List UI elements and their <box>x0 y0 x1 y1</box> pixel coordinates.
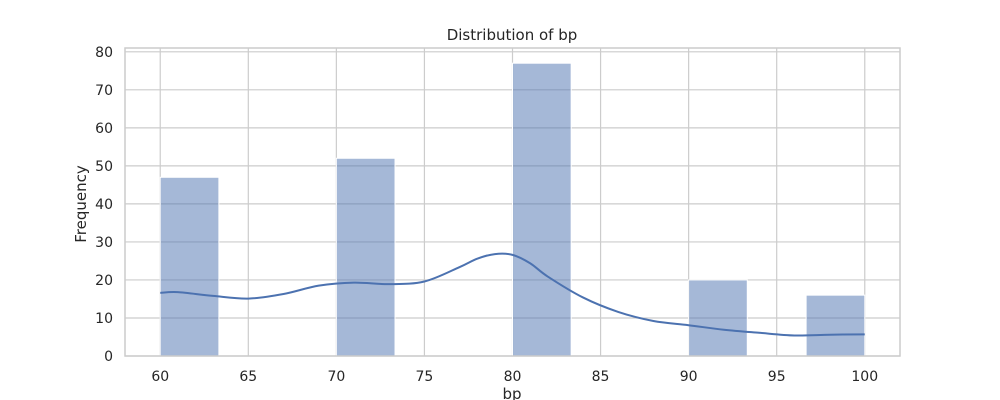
x-tick-label: 70 <box>327 369 345 385</box>
y-tick-label: 30 <box>95 235 113 251</box>
kde-curve-group <box>160 252 865 337</box>
y-tick-label: 10 <box>95 311 113 327</box>
y-tick-label: 50 <box>95 159 113 175</box>
histogram-bar <box>688 279 748 357</box>
kde-curve <box>160 252 865 337</box>
x-tick-label: 65 <box>239 369 257 385</box>
y-axis-title: Frequency <box>72 165 90 243</box>
x-tick-label: 75 <box>416 369 434 385</box>
y-tick-label: 70 <box>95 83 113 99</box>
axes-frame <box>124 47 901 357</box>
x-axis-title: bp <box>502 385 521 400</box>
histogram-bar <box>159 176 220 357</box>
x-tick-label: 60 <box>151 369 169 385</box>
plot-border <box>124 47 901 357</box>
x-tick-label: 100 <box>851 369 878 385</box>
histogram-bar <box>512 62 572 357</box>
x-tick-label: 85 <box>592 369 610 385</box>
x-tick-label: 95 <box>768 369 786 385</box>
y-tick-label: 80 <box>95 45 113 61</box>
tick-labels: 60 65 70 75 80 85 90 95 100 0 10 20 30 40 50 60 70 80 <box>95 45 878 385</box>
x-tick-label: 80 <box>504 369 522 385</box>
histogram-bar <box>335 157 396 357</box>
y-tick-label: 20 <box>95 273 113 289</box>
y-tick-label: 40 <box>95 197 113 213</box>
histogram-bars <box>159 62 866 357</box>
histogram-bar <box>805 294 866 357</box>
y-tick-label: 0 <box>104 349 113 365</box>
x-tick-label: 90 <box>680 369 698 385</box>
chart-title: Distribution of bp <box>447 26 578 44</box>
y-tick-label: 60 <box>95 121 113 137</box>
